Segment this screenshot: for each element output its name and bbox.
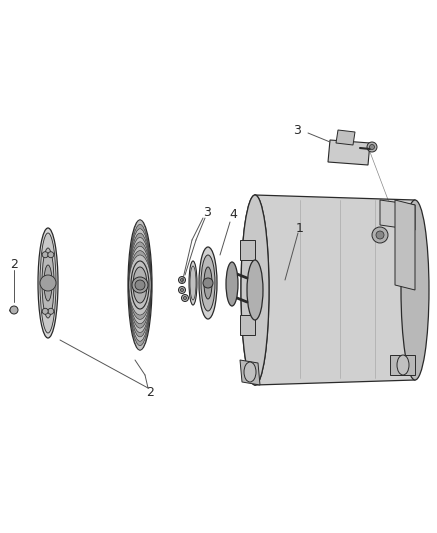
Circle shape: [184, 296, 187, 300]
Polygon shape: [240, 315, 255, 335]
Ellipse shape: [129, 251, 151, 319]
Ellipse shape: [133, 267, 147, 303]
Circle shape: [181, 295, 188, 302]
Circle shape: [42, 252, 48, 258]
Text: 4: 4: [229, 208, 237, 222]
Ellipse shape: [189, 261, 197, 305]
Circle shape: [370, 144, 375, 149]
Ellipse shape: [129, 246, 151, 324]
Ellipse shape: [201, 255, 215, 311]
Text: 2: 2: [10, 259, 18, 271]
Circle shape: [48, 252, 54, 258]
Circle shape: [10, 306, 18, 314]
Circle shape: [180, 288, 184, 292]
Polygon shape: [390, 355, 415, 375]
Circle shape: [42, 308, 48, 314]
Ellipse shape: [129, 229, 151, 341]
Circle shape: [372, 227, 388, 243]
Circle shape: [178, 277, 185, 284]
Polygon shape: [395, 200, 415, 290]
Circle shape: [178, 287, 185, 294]
Ellipse shape: [40, 233, 56, 333]
Circle shape: [367, 142, 377, 152]
Ellipse shape: [397, 355, 409, 375]
Ellipse shape: [241, 195, 269, 385]
Text: 3: 3: [203, 206, 211, 219]
Polygon shape: [240, 360, 260, 385]
Ellipse shape: [129, 255, 151, 315]
Ellipse shape: [199, 247, 217, 319]
Circle shape: [40, 275, 56, 291]
Ellipse shape: [247, 260, 263, 320]
Circle shape: [48, 308, 54, 314]
Polygon shape: [328, 140, 370, 165]
Ellipse shape: [241, 195, 269, 385]
Ellipse shape: [42, 248, 54, 318]
Ellipse shape: [129, 220, 151, 350]
Text: 1: 1: [296, 222, 304, 235]
Ellipse shape: [131, 261, 149, 309]
Polygon shape: [255, 195, 415, 385]
Ellipse shape: [129, 233, 151, 337]
Ellipse shape: [244, 362, 256, 382]
Ellipse shape: [38, 228, 58, 338]
Circle shape: [135, 280, 145, 290]
Circle shape: [180, 279, 184, 281]
Ellipse shape: [128, 220, 152, 350]
Ellipse shape: [401, 200, 429, 380]
Ellipse shape: [129, 242, 151, 328]
Polygon shape: [380, 200, 415, 230]
Text: 2: 2: [146, 385, 154, 399]
Circle shape: [376, 231, 384, 239]
Ellipse shape: [226, 262, 238, 306]
Circle shape: [132, 277, 148, 293]
Ellipse shape: [44, 265, 52, 301]
Ellipse shape: [129, 224, 151, 345]
Circle shape: [203, 278, 213, 288]
Ellipse shape: [129, 238, 151, 333]
Ellipse shape: [204, 267, 212, 299]
Polygon shape: [336, 130, 355, 145]
Ellipse shape: [190, 266, 196, 300]
Polygon shape: [240, 240, 255, 260]
Text: 3: 3: [293, 124, 301, 136]
Polygon shape: [255, 200, 415, 385]
